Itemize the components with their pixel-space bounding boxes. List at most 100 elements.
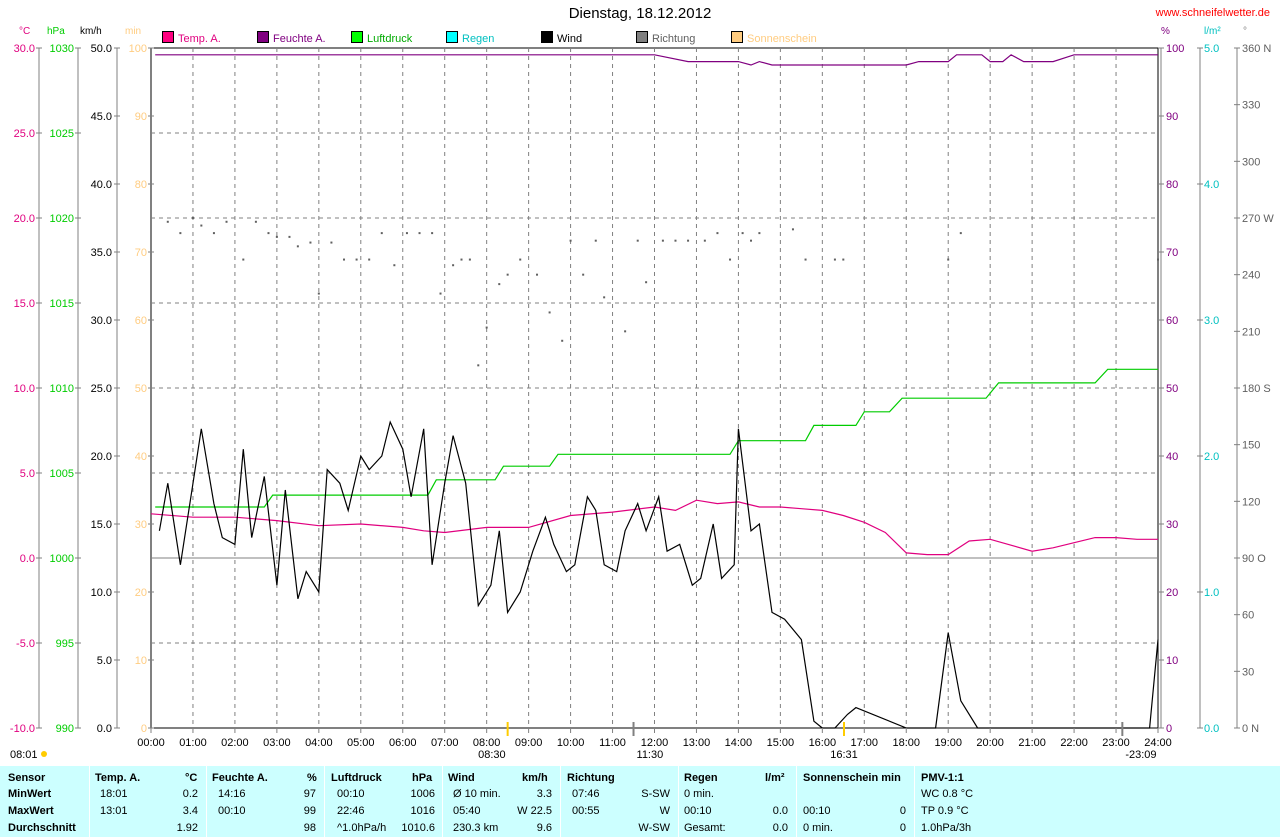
direction-point [254,220,257,223]
y-tick-label-wind: 40.0 [91,179,112,191]
summary-cell-wind_t: 230.3 km [453,822,499,834]
summary-cell-dir_t: 07:46 [572,788,600,800]
chart-title: Dienstag, 18.12.2012 [568,5,712,22]
axes: 30.025.020.015.010.05.00.0-5.0-10.010301… [10,43,1274,735]
unit-press: hPa [47,26,65,37]
table-divider [324,766,325,837]
summary-cell-rain_t: Gesamt: [684,822,726,834]
direction-point [212,232,215,235]
direction-point [485,326,488,329]
x-tick-label: 12:00 [641,737,669,749]
summary-table [0,766,1280,837]
summary-cell-dir_v: W-SW [638,822,670,834]
header-hum-unit: % [307,772,317,784]
legend-label-dir: Richtung [652,33,696,45]
direction-point [460,258,463,261]
legend-swatch-rain [446,31,458,43]
x-tick-label: 14:00 [725,737,753,749]
table-divider [678,766,679,837]
header-temp-unit: °C [185,772,198,784]
x-tick-label: 05:00 [347,737,375,749]
y-tick-label-sun: 80 [135,179,147,191]
y-tick-label-dir: 330 [1242,100,1260,112]
direction-point [804,258,807,261]
direction-point [741,232,744,235]
x-tick-label: 21:00 [1018,737,1046,749]
legend-swatch-hum [257,31,269,43]
y-tick-label-hum: 100 [1166,43,1184,55]
summary-cell-hum_t: 00:10 [218,805,246,817]
direction-point [645,281,648,284]
legend-swatch-wind [541,31,553,43]
legend-label-sun: Sonnenschein [747,33,817,45]
direction-point [674,239,677,242]
y-tick-label-press: 1010 [50,383,74,395]
x-tick-label: 18:00 [892,737,920,749]
summary-cell-press_v: 1006 [410,788,435,800]
direction-point [791,228,794,231]
summary-cell-temp_t: 18:01 [100,788,128,800]
summary-cell-dir_t: 00:55 [572,805,600,817]
direction-point [179,232,182,235]
legend-swatch-dir [636,31,648,43]
weather-chart: 30.025.020.015.010.05.00.0-5.0-10.010301… [10,43,1274,761]
x-tick-label: 16:00 [809,737,837,749]
unit-dir: ° [1243,26,1247,37]
y-tick-label-wind: 10.0 [91,587,112,599]
y-tick-label-sun: 70 [135,247,147,259]
summary-cell-wind_v: 3.3 [536,788,552,800]
direction-point [418,232,421,235]
y-tick-label-hum: 40 [1166,451,1178,463]
x-tick-label: 22:00 [1060,737,1088,749]
direction-point [309,241,312,244]
summary-cell-pmv: 1.0hPa/3h [921,822,972,834]
direction-point [380,232,383,235]
y-tick-label-temp: -5.0 [16,638,35,650]
header-dir: Richtung [567,772,615,784]
y-tick-label-hum: 20 [1166,587,1178,599]
y-tick-label-wind: 5.0 [97,655,112,667]
legend-label-temp: Temp. A. [178,33,221,45]
direction-point [703,239,706,242]
y-tick-label-sun: 0 [141,723,147,735]
y-tick-label-temp: 25.0 [14,128,35,140]
first-time-label: 08:01 [10,749,38,761]
y-tick-label-hum: 60 [1166,315,1178,327]
direction-point [506,273,509,276]
y-tick-label-press: 1020 [50,213,74,225]
y-tick-label-dir: 60 [1242,610,1254,622]
header-hum: Feuchte A. [212,772,268,784]
marker-label-sunset: 16:31 [830,749,858,761]
unit-rain: l/m² [1204,26,1221,37]
summary-cell-press_v: 1016 [410,805,435,817]
direction-point [439,292,442,295]
direction-point [317,292,320,295]
direction-point [452,264,455,267]
y-tick-label-rain: 2.0 [1204,451,1219,463]
site-link[interactable]: www.schneifelwetter.de [1155,7,1270,19]
series-line-hum [155,54,1158,66]
series-layer [150,54,1159,729]
direction-point [355,258,358,261]
y-tick-label-dir: 90 O [1242,553,1266,565]
y-tick-label-dir: 0 N [1242,723,1259,735]
summary-cell-press_t: 22:46 [337,805,365,817]
x-tick-label: 11:00 [599,737,626,749]
summary-cell-hum_v: 98 [303,822,316,834]
marker-label-sunrise: 08:30 [478,749,506,761]
x-tick-label: 23:00 [1102,737,1130,749]
summary-cell-press_t: 00:10 [337,788,365,800]
direction-point [296,245,299,248]
legend-item-press: Luftdruck [351,31,412,45]
summary-cell-temp_v: 1.92 [176,822,198,834]
y-tick-label-dir: 300 [1242,156,1260,168]
x-tick-label: 10:00 [557,737,585,749]
summary-cell-rain_t: 00:10 [684,805,712,817]
y-tick-label-rain: 3.0 [1204,315,1219,327]
direction-point [548,311,551,314]
y-tick-label-sun: 60 [135,315,147,327]
direction-point [343,258,346,261]
y-tick-label-wind: 0.0 [97,723,112,735]
header-sun: Sonnenschein min [803,772,901,784]
summary-cell-wind_v: 9.6 [536,822,552,834]
